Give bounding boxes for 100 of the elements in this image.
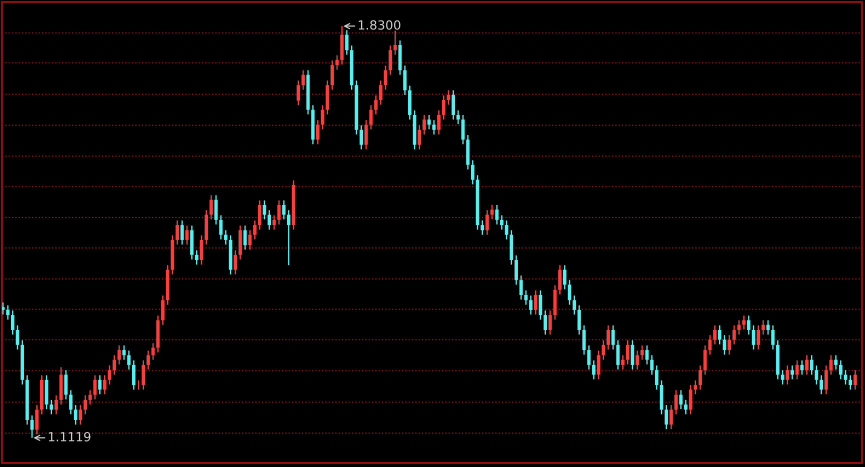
candlestick — [762, 320, 765, 336]
candlestick — [728, 334, 732, 356]
candlestick — [69, 390, 72, 415]
candlestick — [268, 210, 271, 230]
candlestick — [611, 324, 615, 350]
candlestick — [234, 250, 238, 275]
candlestick — [519, 274, 523, 300]
candlestick — [364, 119, 368, 150]
candlestick — [670, 404, 673, 430]
candlestick — [839, 360, 842, 380]
annotation: 1.8300 — [358, 20, 400, 30]
candlestick — [650, 354, 654, 376]
candlestick — [185, 224, 189, 246]
candlestick — [176, 220, 179, 246]
candlestick — [790, 364, 794, 380]
candlestick — [394, 30, 397, 56]
candlestick — [345, 29, 348, 56]
candlestick — [452, 90, 455, 120]
candlestick — [132, 360, 136, 390]
candlestick — [388, 44, 392, 76]
candlestick — [708, 334, 712, 356]
candlestick — [437, 110, 440, 136]
candlestick — [112, 354, 116, 376]
candlestick — [151, 342, 155, 360]
candlestick — [854, 369, 857, 390]
candlestick — [432, 119, 436, 136]
candlestick — [654, 364, 658, 390]
candlestick — [243, 224, 247, 250]
candlestick — [587, 344, 591, 370]
candlestick — [558, 264, 562, 296]
candlestick — [592, 360, 596, 380]
candlestick — [88, 390, 92, 406]
candlestick — [54, 394, 58, 415]
candlestick — [117, 344, 121, 366]
candlestick — [194, 250, 198, 266]
candlestick — [698, 364, 702, 390]
candlestick — [548, 310, 552, 336]
candlestick — [713, 324, 716, 345]
candlestick — [718, 324, 722, 345]
candlestick — [35, 404, 39, 435]
candlestick — [602, 340, 606, 360]
candlestick — [621, 354, 624, 370]
candlestick — [732, 324, 736, 345]
candlestick — [209, 194, 213, 220]
candlestick — [664, 404, 668, 430]
candlestick — [98, 374, 102, 395]
candlestick — [562, 264, 566, 290]
candlestick — [360, 124, 363, 150]
candlestick — [504, 220, 508, 240]
candlestick — [514, 254, 518, 286]
candlestick — [544, 310, 548, 336]
candlestick — [780, 369, 784, 386]
candlestick — [820, 374, 824, 395]
candlestick — [286, 210, 290, 266]
candlestick — [694, 380, 698, 395]
candlestick — [848, 374, 852, 390]
candlestick — [640, 344, 644, 360]
candlestick — [495, 204, 499, 226]
candlestick — [374, 94, 378, 116]
candlestick — [6, 304, 10, 320]
candlestick — [320, 104, 324, 130]
candlestick — [64, 369, 68, 400]
candlestick — [756, 324, 760, 350]
candlestick — [50, 399, 54, 415]
candlestick — [529, 294, 532, 316]
candlestick — [378, 80, 382, 106]
candlestick — [316, 119, 320, 145]
candlestick — [146, 350, 150, 370]
candlestick — [330, 60, 334, 90]
candlestick — [78, 404, 82, 426]
candlestick — [805, 354, 808, 376]
candlestick — [161, 294, 164, 326]
candlestick — [335, 54, 339, 70]
candlestick — [108, 364, 112, 386]
candlestick — [248, 230, 252, 250]
candlestick — [795, 360, 799, 380]
candlestick — [272, 214, 276, 230]
candlestick — [500, 214, 504, 230]
candlestick — [746, 315, 750, 336]
candlestick — [824, 364, 828, 395]
candlestick — [814, 364, 818, 386]
candlestick — [422, 114, 426, 136]
candlestick — [596, 350, 600, 380]
candlestick — [442, 94, 446, 120]
candlestick — [10, 310, 14, 336]
candlestick — [722, 334, 726, 356]
candlestick — [456, 110, 460, 125]
candlestick — [470, 160, 474, 185]
candlestick — [578, 304, 581, 336]
candlestick — [418, 124, 422, 150]
candlestick — [679, 390, 683, 410]
candlestick — [480, 220, 484, 236]
candlestick — [572, 294, 576, 316]
candlestick — [296, 80, 300, 106]
candlestick — [626, 340, 630, 366]
candlestick — [282, 200, 286, 220]
candlestick — [636, 350, 640, 370]
candlestick — [102, 374, 106, 395]
candlestick — [703, 344, 707, 376]
candlestick — [142, 360, 146, 390]
